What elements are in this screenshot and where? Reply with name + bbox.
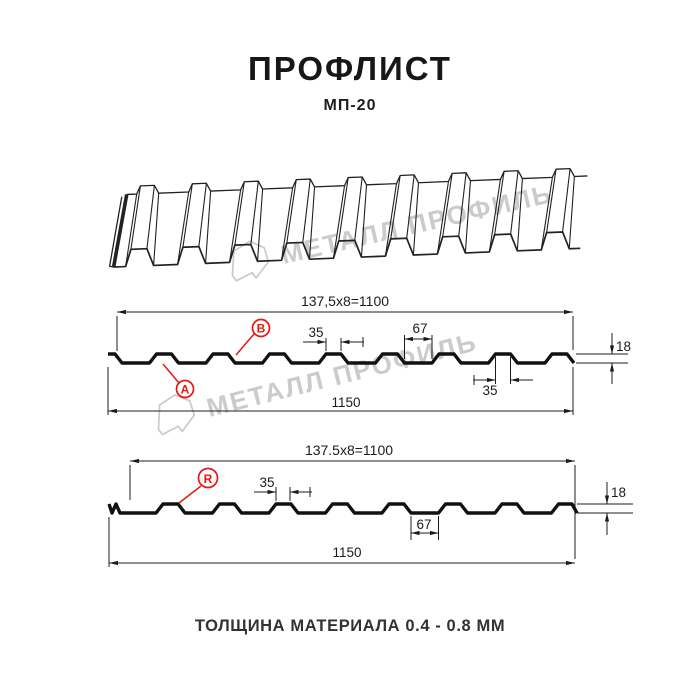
- rib-edge-line: [436, 181, 450, 255]
- rib-edge-line: [442, 173, 453, 237]
- dim-label-rib-top: 35: [259, 475, 274, 490]
- rib-edge-line: [332, 185, 346, 259]
- dim-label-valley: 67: [416, 517, 431, 532]
- rib-edge-line: [182, 183, 193, 248]
- rib-edge-line: [568, 176, 575, 249]
- dim-label-module-width: 137,5x8=1100: [301, 293, 389, 309]
- sheet-far-edge: [126, 167, 588, 196]
- rib-edge-line: [130, 185, 141, 250]
- perspective-view: [108, 167, 588, 268]
- dim-label-module-width: 137.5x8=1100: [305, 442, 393, 458]
- extension-lines: [107, 316, 628, 415]
- callout-r: R: [178, 467, 219, 504]
- rib-edge-line: [338, 177, 349, 242]
- rib-edge-line: [256, 188, 264, 262]
- dimension-lines: [109, 460, 608, 564]
- rib-edge-line: [198, 183, 207, 247]
- profile-outline-bottom: [107, 502, 579, 515]
- rib-edge-line: [234, 181, 245, 246]
- rib-edge-line: [228, 189, 242, 263]
- dim-label-rib-top: 35: [308, 325, 323, 340]
- callout-a-letter: A: [181, 383, 190, 397]
- rib-edge-line: [146, 185, 155, 249]
- sheet-near-edge: [113, 231, 581, 268]
- rib-edge-line: [250, 181, 259, 245]
- callout-b: B: [235, 318, 271, 356]
- extension-lines: [108, 465, 633, 567]
- dimension-arrows: [108, 309, 615, 414]
- section-profile-top: 137,5x8=1100 35 67 35 1150 18 A B: [107, 293, 631, 415]
- watermark-lower: МЕТАЛЛ ПРОФИЛЬ: [142, 319, 482, 446]
- dim-label-total-width: 1150: [331, 395, 360, 410]
- watermark-text: МЕТАЛЛ ПРОФИЛЬ: [203, 326, 481, 423]
- rib-edge-line: [510, 170, 519, 235]
- rib-edge-line: [125, 193, 138, 267]
- rib-edge-line: [153, 193, 160, 266]
- rib-edge-line: [494, 171, 505, 235]
- metal-profil-logo-icon: [231, 240, 270, 282]
- dim-label-rib-bottom: 35: [482, 383, 497, 398]
- callout-b-letter: B: [257, 322, 266, 336]
- sheet-thickness-edge: [108, 196, 123, 268]
- metal-profil-logo-icon: [157, 393, 196, 436]
- profile-outline-top: [108, 352, 576, 365]
- rib-edge-line: [406, 174, 415, 239]
- rib-edge-line: [302, 179, 311, 243]
- section-profile-bottom: 137.5x8=1100 35 67 1150 18 R: [107, 442, 633, 567]
- rib-edge-line: [516, 178, 523, 251]
- rib-edge-line: [562, 168, 571, 233]
- rib-edge-line: [458, 172, 467, 237]
- rib-edge-line: [354, 176, 363, 241]
- rib-edge-line: [360, 184, 368, 258]
- dimension-lines: [108, 311, 613, 412]
- rib-edge-line: [412, 182, 420, 256]
- dim-label-valley: 67: [412, 321, 427, 336]
- rib-edge-line: [286, 179, 297, 244]
- rib-edge-line: [205, 191, 212, 264]
- rib-edge-line: [280, 187, 294, 261]
- watermark-upper: МЕТАЛЛ ПРОФИЛЬ: [217, 170, 557, 291]
- dim-label-height: 18: [611, 485, 626, 500]
- callout-r-letter: R: [204, 472, 213, 486]
- sheet-end-cut-edge: [111, 194, 129, 268]
- dimension-arrows: [109, 458, 610, 566]
- rib-edge-line: [546, 169, 557, 233]
- profile-model-subtitle: МП-20: [323, 97, 377, 114]
- page-title: ПРОФЛИСТ: [248, 50, 452, 87]
- rib-edge-line: [177, 191, 190, 265]
- dim-label-total-width: 1150: [332, 545, 361, 560]
- watermark-text: МЕТАЛЛ ПРОФИЛЬ: [277, 177, 556, 270]
- rib-edge-line: [308, 186, 316, 260]
- callout-a: A: [162, 363, 195, 399]
- rib-edge-line: [540, 177, 553, 250]
- dim-label-height: 18: [616, 339, 631, 354]
- rib-edge-line: [384, 183, 398, 257]
- rib-edge-line: [488, 179, 501, 253]
- rib-edge-line: [464, 180, 471, 253]
- rib-edge-line: [390, 175, 401, 239]
- material-thickness-note: ТОЛЩИНА МАТЕРИАЛА 0.4 - 0.8 ММ: [194, 617, 506, 635]
